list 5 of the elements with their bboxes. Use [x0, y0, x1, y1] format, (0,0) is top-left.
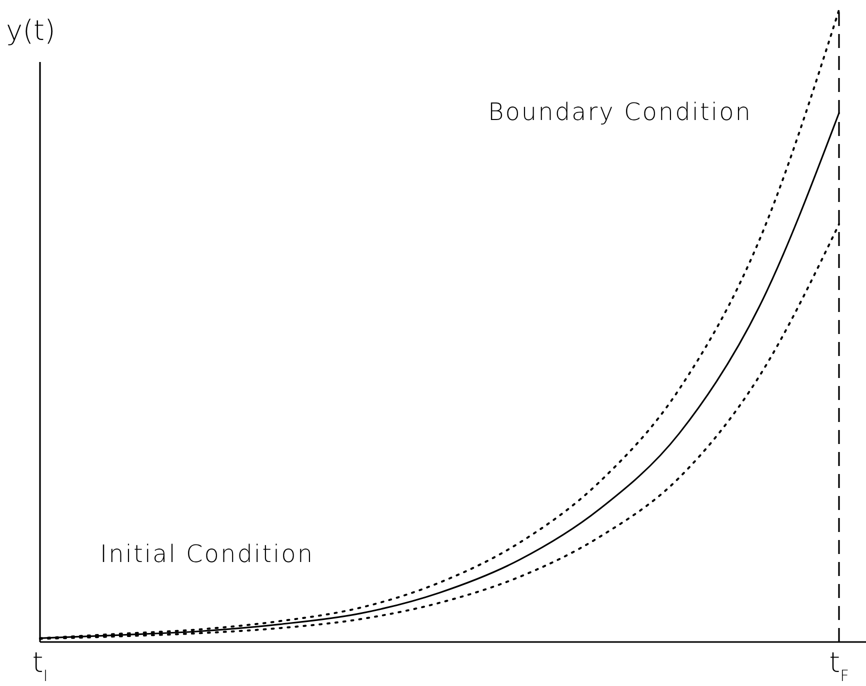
annotation: Initial Condition	[100, 540, 314, 568]
y-axis-title: y(t)	[6, 14, 56, 47]
annotation: Boundary Condition	[488, 98, 752, 126]
x-tick-label: t$_{I}$	[32, 646, 48, 685]
x-tick-label: t$_{F}$	[829, 646, 849, 685]
